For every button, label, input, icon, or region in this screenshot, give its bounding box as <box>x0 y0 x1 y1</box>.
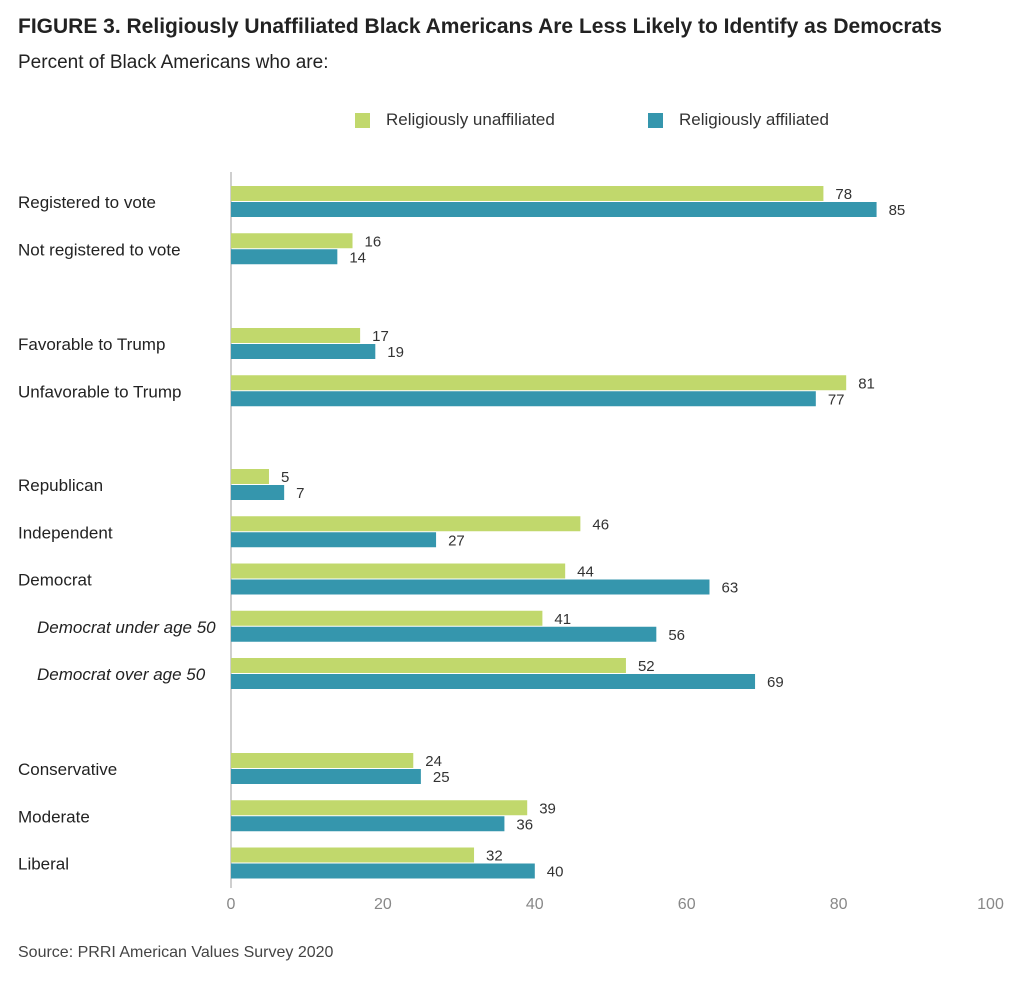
x-tick-label: 40 <box>526 896 544 913</box>
data-label: 32 <box>486 848 503 865</box>
bar <box>231 753 414 768</box>
bar <box>231 610 543 626</box>
bar <box>231 186 824 201</box>
bar <box>231 391 816 407</box>
category-label: Favorable to Trump <box>18 335 165 354</box>
data-label: 78 <box>835 186 852 203</box>
x-tick-label: 20 <box>374 896 392 913</box>
bar <box>231 233 353 249</box>
category-label: Democrat over age 50 <box>37 665 206 684</box>
data-label: 81 <box>858 375 875 392</box>
bar <box>231 816 505 832</box>
category-label: Democrat under age 50 <box>37 618 216 637</box>
legend-swatch-affiliated <box>648 112 663 128</box>
bar <box>231 469 269 484</box>
data-label: 46 <box>592 516 609 533</box>
data-label: 52 <box>638 658 655 675</box>
data-label: 41 <box>554 611 571 628</box>
bar <box>231 344 376 359</box>
category-label: Independent <box>18 523 113 542</box>
legend-item-affiliated: Religiously affiliated <box>648 110 829 130</box>
bar <box>231 249 338 265</box>
bar <box>231 658 626 673</box>
data-label: 5 <box>281 469 289 486</box>
data-label: 85 <box>889 202 906 219</box>
legend-label-affiliated: Religiously affiliated <box>679 110 829 129</box>
bar <box>231 485 285 500</box>
x-tick-label: 0 <box>227 896 236 913</box>
data-label: 17 <box>372 328 389 345</box>
x-tick-label: 60 <box>678 896 696 913</box>
data-label: 63 <box>721 580 738 597</box>
data-label: 39 <box>539 800 556 817</box>
chart-title: FIGURE 3. Religiously Unaffiliated Black… <box>18 15 942 38</box>
data-label: 16 <box>365 233 382 250</box>
bar <box>231 563 566 579</box>
category-label: Moderate <box>18 807 90 826</box>
category-label: Democrat <box>18 571 92 590</box>
data-label: 25 <box>433 769 450 786</box>
bar <box>231 328 361 343</box>
category-label: Liberal <box>18 855 69 874</box>
bar <box>231 674 756 689</box>
x-tick-label: 80 <box>830 896 848 913</box>
x-tick-label: 100 <box>977 896 1004 913</box>
data-label: 27 <box>448 532 465 549</box>
bar <box>231 800 528 816</box>
data-label: 40 <box>547 864 564 881</box>
data-label: 14 <box>349 249 366 266</box>
category-label: Not registered to vote <box>18 240 181 259</box>
chart-legend: Religiously unaffiliated Religiously aff… <box>0 110 1024 134</box>
source-note: Source: PRRI American Values Survey 2020 <box>18 944 334 961</box>
bar <box>231 532 437 548</box>
category-label: Republican <box>18 476 103 495</box>
bar <box>231 202 877 217</box>
data-label: 56 <box>668 627 685 644</box>
data-label: 19 <box>387 344 404 361</box>
category-label: Conservative <box>18 760 117 779</box>
bar <box>231 579 710 595</box>
bar <box>231 516 581 532</box>
data-label: 36 <box>516 816 533 833</box>
category-label: Registered to vote <box>18 193 156 212</box>
bar <box>231 375 847 391</box>
legend-swatch-unaffiliated <box>355 112 370 128</box>
category-label: Unfavorable to Trump <box>18 382 181 401</box>
bar <box>231 847 475 863</box>
data-label: 77 <box>828 391 845 408</box>
bar <box>231 769 421 784</box>
legend-item-unaffiliated: Religiously unaffiliated <box>355 110 555 130</box>
bar <box>231 863 535 879</box>
data-label: 24 <box>425 753 442 770</box>
data-label: 69 <box>767 674 784 691</box>
chart-subtitle: Percent of Black Americans who are: <box>18 52 329 73</box>
data-label: 7 <box>296 485 304 502</box>
data-label: 44 <box>577 564 594 581</box>
bar <box>231 626 657 642</box>
legend-label-unaffiliated: Religiously unaffiliated <box>386 110 555 129</box>
